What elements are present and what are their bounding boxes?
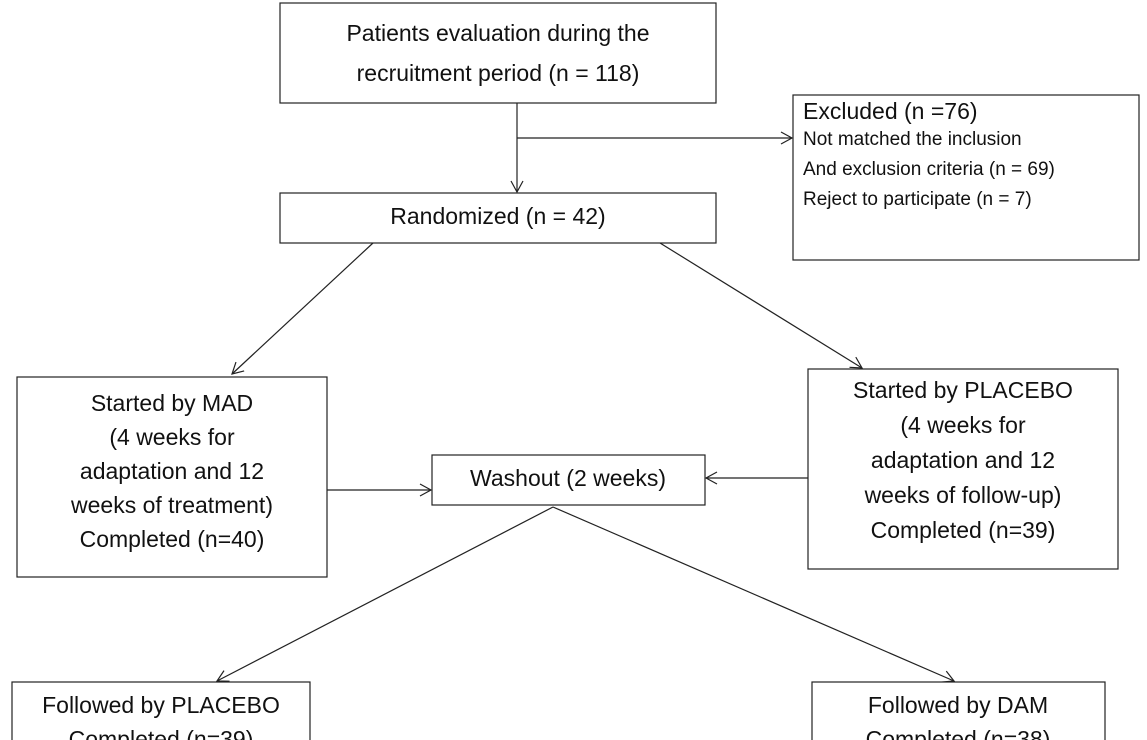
- box: [279, 2, 717, 104]
- arrow: [215, 506, 554, 682]
- node-text: (4 weeks for: [109, 424, 235, 450]
- box: [792, 94, 1140, 261]
- node-text: adaptation and 12: [871, 447, 1055, 473]
- connectors: [215, 103, 956, 683]
- node-text: Completed (n=39): [69, 726, 254, 740]
- box: [279, 192, 717, 244]
- node-text: adaptation and 12: [80, 458, 264, 484]
- arrow: [552, 506, 956, 683]
- box: [431, 454, 706, 506]
- labels: Patients evaluation during the recruitmen…: [42, 20, 1073, 740]
- arrow: [659, 242, 864, 369]
- box: [16, 376, 328, 578]
- node-text: Followed by PLACEBO: [42, 692, 280, 718]
- node-text: (4 weeks for: [900, 412, 1026, 438]
- node-text: Completed (n=38): [866, 726, 1051, 740]
- box: [11, 681, 311, 740]
- node-text: weeks of follow-up): [864, 482, 1062, 508]
- node-text: And exclusion criteria (n = 69): [803, 159, 1055, 180]
- arrow: [231, 242, 374, 375]
- box: [807, 368, 1119, 570]
- node-text: Not matched the inclusion: [803, 129, 1022, 150]
- node-text: weeks of treatment): [70, 492, 273, 518]
- node-text: Completed (n=39): [871, 517, 1056, 543]
- node-text: Completed (n=40): [80, 526, 265, 552]
- node-text: Patients evaluation during the: [346, 20, 649, 46]
- node-text: Started by MAD: [91, 390, 253, 416]
- box: [811, 681, 1106, 740]
- node-text: Excluded (n =76): [803, 98, 978, 124]
- node-text: recruitment period (n = 118): [357, 60, 640, 86]
- node-text: Followed by DAM: [868, 692, 1048, 718]
- boxes: [11, 2, 1140, 740]
- node-text: Washout (2 weeks): [470, 465, 666, 491]
- node-text: Started by PLACEBO: [853, 377, 1073, 403]
- node-text: Reject to participate (n = 7): [803, 189, 1032, 210]
- node-text: Randomized (n = 42): [390, 203, 605, 229]
